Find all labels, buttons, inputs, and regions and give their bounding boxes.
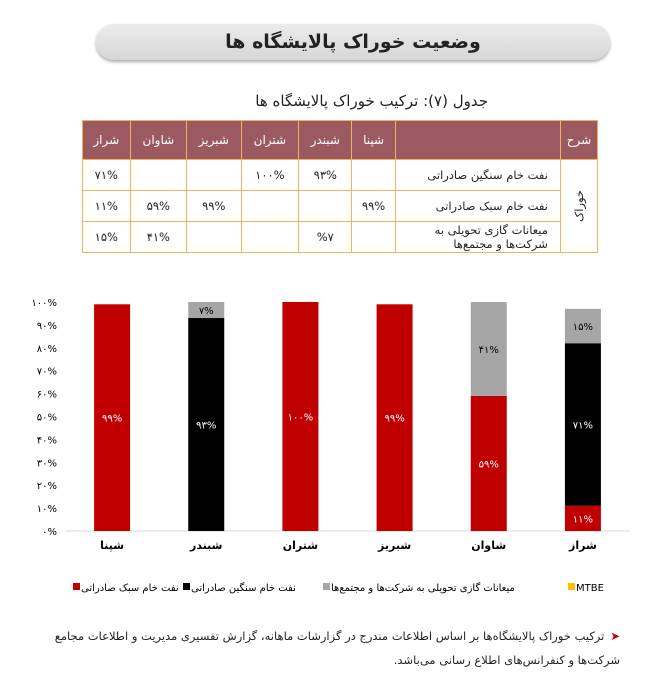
x-tick-label: شبریز xyxy=(377,539,411,552)
y-tick-label: ۹۰% xyxy=(37,321,57,332)
data-label: ۷۱% xyxy=(573,421,593,432)
table-caption: جدول (۷): ترکیب خوراک پالایشگاه ها xyxy=(255,92,488,110)
arrow-icon: ➤ xyxy=(610,629,620,643)
table-cell: ۱۱% xyxy=(82,190,131,222)
y-tick-label: ۰% xyxy=(42,527,57,538)
y-tick-label: ۷۰% xyxy=(37,367,57,378)
bar-segment xyxy=(188,318,225,531)
bar-segment xyxy=(94,304,131,531)
legend-label: میعانات گازی تحویلی به شرکت‌ها و مجتمع‌ه… xyxy=(331,582,515,594)
feed-table: شرح شپنا شبندر شتران شبریز شاوان شراز خوراک نفت… xyxy=(82,120,599,253)
legend-swatch xyxy=(568,583,575,590)
legend-swatch xyxy=(73,583,80,590)
row-label: میعانات گازی تحویلی به شرکت‌ها و مجتمع‌ه… xyxy=(394,221,561,253)
x-tick-label: شراز xyxy=(568,539,597,552)
data-label: ۴۱% xyxy=(479,345,499,356)
x-tick-label: شبندر xyxy=(189,539,222,552)
table-header xyxy=(394,120,561,160)
footer-text: ترکیب خوراک پالایشگاه‌ها بر اساس اطلاعات… xyxy=(54,629,620,667)
x-tick-label: شاوان xyxy=(471,539,506,552)
table-header: شرح xyxy=(559,120,599,160)
bar-segment xyxy=(564,343,601,506)
y-tick-label: ۸۰% xyxy=(37,344,57,355)
table-cell xyxy=(186,221,242,253)
table-row: خوراک نفت خام سنگین صادراتی ۹۳% ۱۰۰% ۷۱% xyxy=(82,159,599,253)
data-label: ۱۰۰% xyxy=(288,413,314,424)
y-tick-label: ۱۰% xyxy=(37,504,57,515)
legend-label: MTBE xyxy=(576,583,604,594)
footer-note: ➤ترکیب خوراک پالایشگاه‌ها بر اساس اطلاعا… xyxy=(30,624,620,672)
page-title: وضعیت خوراک پالایشگاه ها xyxy=(96,24,610,60)
x-tick-label: شتران xyxy=(283,539,318,552)
y-tick-label: ۶۰% xyxy=(37,390,57,401)
table-header: شتران xyxy=(240,120,300,160)
data-label: ۱۱% xyxy=(573,514,593,525)
bar-segment xyxy=(188,302,225,319)
data-label: ۹۳% xyxy=(196,421,216,432)
table-cell: ۹۹% xyxy=(186,190,242,222)
bar-segment xyxy=(470,302,507,396)
data-label: ۱۵% xyxy=(573,322,593,333)
y-tick-label: ۲۰% xyxy=(37,481,57,492)
table-header: شبریز xyxy=(186,120,242,160)
row-label: نفت خام سبک صادراتی xyxy=(394,190,561,222)
legend-label: نفت خام سنگین صادراتی xyxy=(191,582,296,594)
data-label: ۹۹% xyxy=(384,414,404,425)
stacked-bar-chart: ۰% ۱۰% ۲۰% ۳۰% ۴۰% ۵۰% ۶۰% ۷۰% ۸۰% ۹۰% ۱۰۰% ۹۹% شپنا… xyxy=(31,298,630,594)
table-cell: ۱۰۰% xyxy=(240,159,300,191)
legend-swatch xyxy=(323,583,330,590)
table-cell xyxy=(129,159,188,191)
table-cell: ۴۱% xyxy=(129,221,188,253)
table-cell: %۷ xyxy=(298,221,353,253)
y-tick-label: ۱۰۰% xyxy=(31,298,57,309)
legend-label: نفت خام سبک صادراتی xyxy=(81,583,179,594)
y-tick-label: ۵۰% xyxy=(37,413,57,424)
table-cell xyxy=(351,221,396,253)
bar-segment xyxy=(376,304,413,531)
table-header: شراز xyxy=(82,120,131,160)
table-cell: ۱۵% xyxy=(82,221,131,253)
y-tick-label: ۳۰% xyxy=(37,458,57,469)
bar-segment xyxy=(564,308,601,344)
table-header: شپنا xyxy=(351,120,396,160)
x-tick-label: شپنا xyxy=(100,539,124,552)
table-header: شاوان xyxy=(129,120,188,160)
data-label: ۵۹% xyxy=(479,459,499,470)
data-label: ۹۹% xyxy=(102,414,122,425)
bar-segment xyxy=(282,302,319,531)
table-cell: ۹۳% xyxy=(298,159,353,191)
table-cell: ۵۹% xyxy=(129,190,188,222)
legend-swatch xyxy=(183,583,190,590)
y-tick-label: ۴۰% xyxy=(37,435,57,446)
bar-segment xyxy=(564,505,601,531)
table-row: نفت خام سبک صادراتی ۹۹% ۹۹% ۵۹% ۱۱% xyxy=(82,190,598,222)
table-cell: ۷۱% xyxy=(82,159,131,191)
table-header: شبندر xyxy=(298,120,353,160)
bar-segment xyxy=(470,395,507,531)
data-label: ۷% xyxy=(199,306,214,317)
table-cell xyxy=(240,221,300,253)
table-row: میعانات گازی تحویلی به شرکت‌ها و مجتمع‌ه… xyxy=(82,221,598,253)
